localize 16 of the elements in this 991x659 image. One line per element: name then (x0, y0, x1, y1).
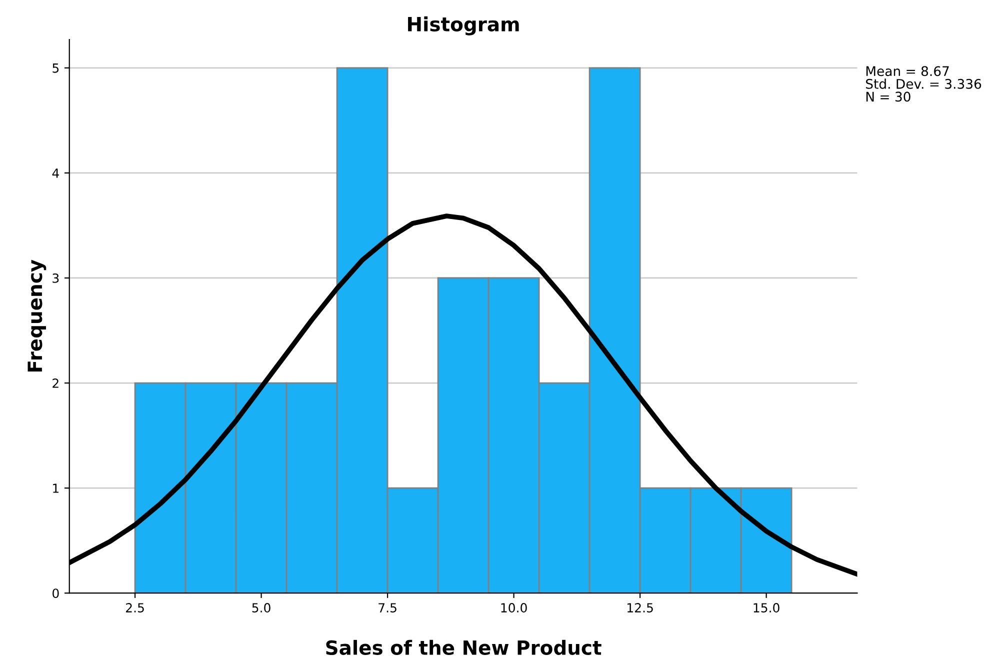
text: Mean = 8.67 Std. Dev. = 3.336 N = 30 (866, 66, 982, 102)
y-tick-label: 3 (52, 273, 59, 283)
chart-title: Histogram (408, 16, 519, 36)
y-tick-label: 2 (52, 378, 58, 388)
x-tick-label: 15.0 (754, 603, 780, 612)
x-tick-label: 5.0 (252, 603, 270, 612)
y-tick-label: 5 (52, 64, 59, 73)
y-tick-label: 0 (52, 588, 59, 598)
x-axis-title: Sales of the New Product (326, 640, 602, 655)
x-tick-label: 7.5 (378, 603, 396, 612)
x-tick-label: 12.5 (628, 603, 653, 612)
y-axis-title: Frequency (28, 260, 46, 372)
x-tick-label: 10.0 (501, 603, 527, 612)
x-tick-label: 2.5 (126, 603, 144, 612)
y-tick-label: 1 (53, 484, 58, 493)
y-tick-label: 4 (52, 168, 59, 178)
